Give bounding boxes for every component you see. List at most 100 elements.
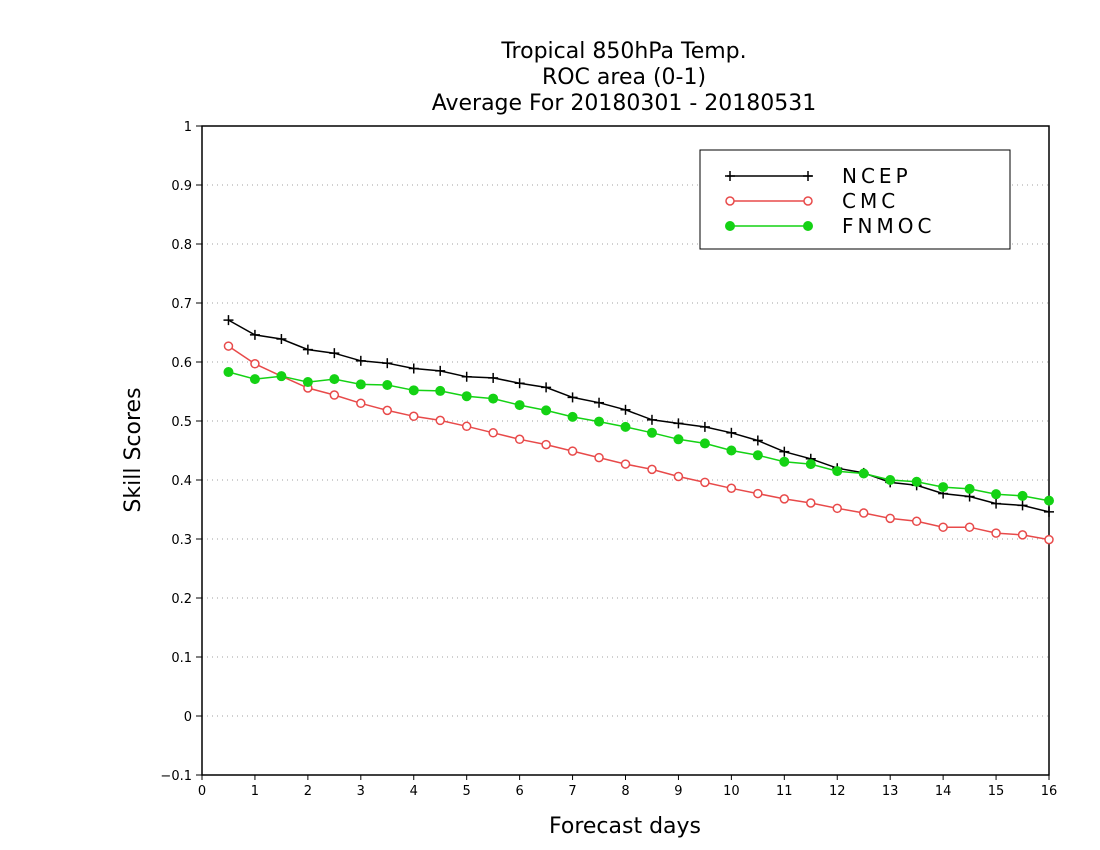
chart-title-line-2: ROC area (0-1) — [542, 65, 706, 90]
y-tick-label: 0.6 — [171, 356, 192, 371]
data-point-fnmoc — [355, 379, 366, 390]
data-point-fnmoc — [805, 459, 816, 470]
legend-item-cmc: CMC — [725, 189, 899, 213]
data-point-cmc — [938, 522, 948, 532]
legend-marker-cmc — [725, 196, 735, 206]
data-point-ncep — [488, 372, 499, 383]
data-point-ncep — [355, 355, 366, 366]
legend-box — [699, 149, 1011, 250]
data-point-cmc — [1017, 530, 1028, 540]
data-point-cmc — [726, 483, 737, 494]
data-point-cmc — [488, 428, 498, 438]
data-point-ncep — [646, 414, 657, 425]
data-point-fnmoc — [673, 434, 684, 445]
data-point-cmc — [382, 405, 393, 416]
data-point-cmc — [832, 503, 842, 514]
legend-label-ncep: NCEP — [842, 164, 912, 188]
data-point-ncep — [620, 404, 631, 415]
data-point-ncep — [276, 333, 287, 344]
data-point-fnmoc — [779, 456, 790, 467]
legend-marker-ncep — [725, 171, 735, 181]
data-point-cmc — [461, 421, 472, 432]
data-point-ncep — [752, 435, 763, 446]
x-tick-label: 7 — [568, 784, 576, 799]
data-point-ncep — [382, 358, 393, 369]
data-point-fnmoc — [435, 385, 446, 396]
y-tick-label: 0.7 — [171, 297, 192, 312]
data-point-fnmoc — [594, 416, 605, 427]
data-point-fnmoc — [726, 445, 737, 456]
data-point-cmc — [620, 459, 631, 469]
data-point-ncep — [408, 363, 419, 374]
legend-label-cmc: CMC — [842, 189, 899, 213]
data-point-fnmoc — [408, 385, 419, 396]
data-point-ncep — [329, 348, 340, 359]
data-point-cmc — [673, 471, 684, 482]
data-point-cmc — [356, 398, 366, 409]
series-layer — [223, 315, 1054, 545]
x-tick-label: 9 — [674, 784, 682, 799]
data-point-fnmoc — [541, 405, 552, 416]
legend-label-fnmoc: FNMOC — [842, 214, 935, 238]
data-point-cmc — [541, 439, 551, 450]
data-point-cmc — [435, 415, 445, 426]
x-tick-label: 5 — [463, 784, 471, 799]
data-point-cmc — [911, 516, 922, 527]
data-point-fnmoc — [514, 400, 525, 411]
data-point-ncep — [223, 315, 234, 326]
x-tick-label: 4 — [410, 784, 418, 799]
x-tick-label: 2 — [304, 784, 312, 799]
x-tick-label: 3 — [357, 784, 365, 799]
data-point-ncep — [726, 427, 737, 438]
y-tick-label: −0.1 — [160, 769, 192, 784]
data-point-ncep — [673, 418, 684, 429]
legend-marker-cmc — [803, 196, 813, 206]
data-point-fnmoc — [938, 482, 949, 493]
axis-ticks: −0.100.10.20.30.40.50.60.70.80.910 1 2 3 4 5 6… — [160, 120, 1057, 799]
data-point-fnmoc — [620, 421, 631, 432]
data-point-fnmoc — [1017, 490, 1028, 501]
legend-item-fnmoc: FNMOC — [725, 214, 935, 238]
y-tick-label: 0.2 — [171, 592, 192, 607]
data-point-fnmoc — [832, 466, 843, 477]
y-tick-label: 0.1 — [171, 651, 192, 666]
legend-marker-fnmoc — [803, 221, 813, 231]
data-point-ncep — [1044, 506, 1054, 517]
y-tick-label: 0 — [184, 710, 192, 725]
data-point-fnmoc — [329, 374, 340, 385]
y-tick-label: 0.9 — [171, 179, 192, 194]
data-point-cmc — [409, 411, 419, 422]
data-point-fnmoc — [752, 450, 763, 461]
legend-marker-ncep — [803, 171, 813, 181]
x-axis-label: Forecast days — [549, 814, 701, 839]
data-point-ncep — [302, 344, 313, 355]
data-point-cmc — [594, 452, 604, 463]
data-point-fnmoc — [567, 411, 578, 422]
data-point-cmc — [858, 508, 869, 518]
chart-title-line-3: Average For 20180301 - 20180531 — [432, 91, 817, 116]
data-point-fnmoc — [991, 489, 1002, 500]
data-point-fnmoc — [461, 391, 472, 402]
data-point-fnmoc — [488, 393, 499, 404]
series-cmc — [223, 341, 1054, 545]
series-line-fnmoc — [228, 371, 1050, 502]
legend-marker-fnmoc — [725, 221, 735, 231]
data-point-fnmoc — [885, 475, 896, 485]
data-point-fnmoc — [1044, 495, 1054, 506]
y-tick-label: 0.3 — [171, 533, 192, 548]
data-point-cmc — [1044, 534, 1054, 545]
data-point-fnmoc — [858, 468, 869, 479]
x-tick-label: 6 — [515, 784, 523, 799]
data-point-ncep — [991, 498, 1002, 509]
x-tick-label: 11 — [776, 784, 793, 799]
series-ncep — [223, 315, 1054, 517]
series-line-cmc — [228, 345, 1050, 541]
data-point-cmc — [514, 434, 525, 445]
data-point-fnmoc — [276, 371, 287, 382]
x-tick-label: 14 — [935, 784, 952, 799]
data-point-ncep — [249, 329, 260, 340]
data-point-fnmoc — [699, 438, 710, 449]
data-point-fnmoc — [911, 476, 922, 487]
legend-item-ncep: NCEP — [725, 164, 912, 188]
